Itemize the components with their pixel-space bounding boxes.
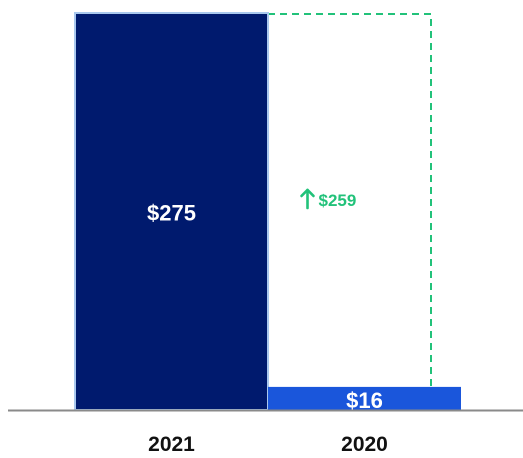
labels-layer: $275 2021 $16 2020 bbox=[147, 201, 388, 457]
bars-layer bbox=[74, 12, 461, 411]
increase-annotation-layer: $259 bbox=[268, 13, 432, 387]
increase-label: $259 bbox=[319, 191, 357, 210]
data-label-2020: $16 bbox=[346, 388, 383, 413]
bar-2020 bbox=[268, 386, 461, 410]
data-label-2021: $275 bbox=[147, 201, 196, 226]
bar-2021 bbox=[74, 12, 269, 411]
arrow-up-icon bbox=[300, 188, 315, 210]
increase-outline bbox=[268, 13, 432, 387]
category-label-2020: 2020 bbox=[341, 433, 388, 456]
category-label-2021: 2021 bbox=[148, 433, 195, 456]
